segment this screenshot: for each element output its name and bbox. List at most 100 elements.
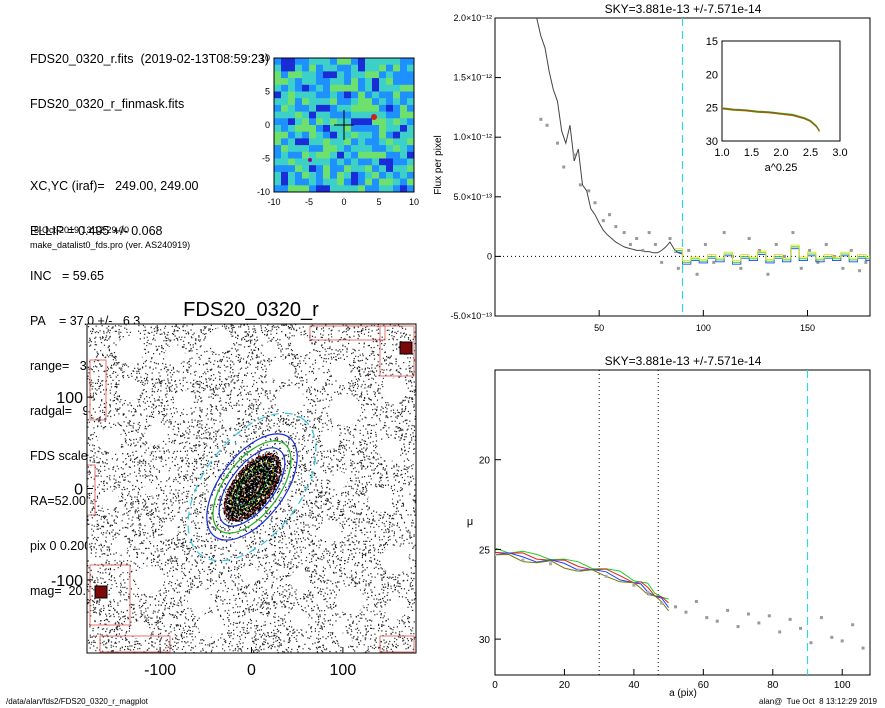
contour-cell [365, 185, 373, 192]
contour-cell [281, 84, 289, 93]
contour-cell [281, 178, 289, 186]
param-inc: INC = 59.65 [30, 269, 104, 283]
contour-cell [288, 151, 296, 160]
contour-cell [393, 125, 401, 133]
contour-cell [330, 71, 338, 79]
flux-point [687, 248, 691, 252]
contour-cell [295, 185, 303, 192]
contour-cell [288, 91, 296, 99]
contour-cell [407, 104, 414, 113]
contour-cell [337, 84, 345, 93]
contour-cell [372, 91, 380, 99]
contour-cell [351, 171, 359, 180]
contour-cell [316, 118, 324, 126]
contour-cell [337, 71, 345, 79]
contour-cell [295, 71, 303, 79]
contour-cell [274, 78, 282, 86]
contour-cell [386, 71, 394, 79]
contour-cell [330, 165, 338, 173]
contour-cell [344, 118, 352, 126]
mu-point [521, 558, 525, 562]
contour-cell [295, 138, 303, 146]
contour-cell [274, 138, 282, 146]
contour-cell [400, 78, 408, 86]
contour-cell [365, 138, 373, 146]
contour-cell [365, 178, 373, 186]
contour-cell [344, 151, 352, 160]
contour-cell [407, 145, 414, 153]
mu-series [495, 552, 670, 608]
contour-cell [274, 185, 282, 192]
contour-cell [281, 131, 289, 139]
mask-hole [329, 394, 361, 426]
contour-cell [316, 131, 324, 139]
contour-cell [302, 125, 310, 133]
mask-hole [385, 600, 405, 620]
sky-xtick: 50 [594, 323, 604, 333]
contour-cell [400, 178, 408, 186]
contour-cell [323, 131, 331, 139]
image-xtick: -100 [144, 662, 176, 679]
flux-point [695, 272, 699, 276]
contour-cell [309, 111, 317, 119]
contour-cell [358, 185, 366, 192]
contour-cell [337, 104, 345, 113]
contour-cell [309, 98, 317, 106]
contour-cell [274, 98, 282, 106]
contour-cell [379, 104, 387, 113]
contour-cell [400, 91, 408, 99]
contour-cell [351, 111, 359, 119]
contour-cell [337, 151, 345, 160]
mask-hole [290, 570, 310, 590]
contour-cell [316, 158, 324, 166]
mask-hole [276, 386, 304, 414]
contour-cell [316, 78, 324, 86]
flux-profile [536, 18, 683, 255]
contour-cell [344, 84, 352, 93]
flux-point [635, 237, 639, 241]
mu-point [819, 616, 823, 620]
contour-cell [372, 151, 380, 160]
mu-ytick: 25 [479, 545, 491, 556]
contour-cell [274, 151, 282, 160]
contour-cell [316, 111, 324, 119]
mu-point [736, 625, 740, 629]
contour-cell [351, 91, 359, 99]
mu-point [694, 599, 698, 603]
contour-cell [386, 145, 394, 153]
contour-cell [393, 111, 401, 119]
contour-cell [351, 131, 359, 139]
contour-cell [365, 125, 373, 133]
sky-xtick: 150 [800, 323, 815, 333]
contour-cell [274, 91, 282, 99]
contour-cell [330, 91, 338, 99]
contour-cell [400, 104, 408, 113]
contour-cell [316, 145, 324, 153]
mask-hole [332, 472, 348, 488]
mask-hole [336, 586, 364, 614]
mu-point [715, 619, 719, 623]
contour-cell [386, 84, 394, 93]
sky-ytick: 0 [487, 251, 492, 261]
contour-cell [316, 185, 324, 192]
flux-point [816, 260, 820, 264]
mask-hole [208, 328, 232, 352]
file-line: FDS20_0320_r.fits (2019-02-13T08:59:23) [30, 52, 270, 66]
contour-cell [281, 171, 289, 180]
contour-cell [288, 118, 296, 126]
contour-xtick: -10 [267, 197, 280, 207]
mu-xlabel: a (pix) [669, 688, 697, 699]
contour-cell [274, 71, 282, 79]
flux-point [783, 254, 787, 258]
contour-cell [288, 98, 296, 106]
contour-cell [358, 104, 366, 113]
flux-point [593, 201, 597, 205]
contour-cell [379, 138, 387, 146]
contour-cell [393, 178, 401, 186]
contour-cell [323, 151, 331, 160]
contour-cell [358, 138, 366, 146]
contour-cell [351, 138, 359, 146]
contour-cell [344, 171, 352, 180]
contour-cell [295, 118, 303, 126]
contour-cell [288, 125, 296, 133]
